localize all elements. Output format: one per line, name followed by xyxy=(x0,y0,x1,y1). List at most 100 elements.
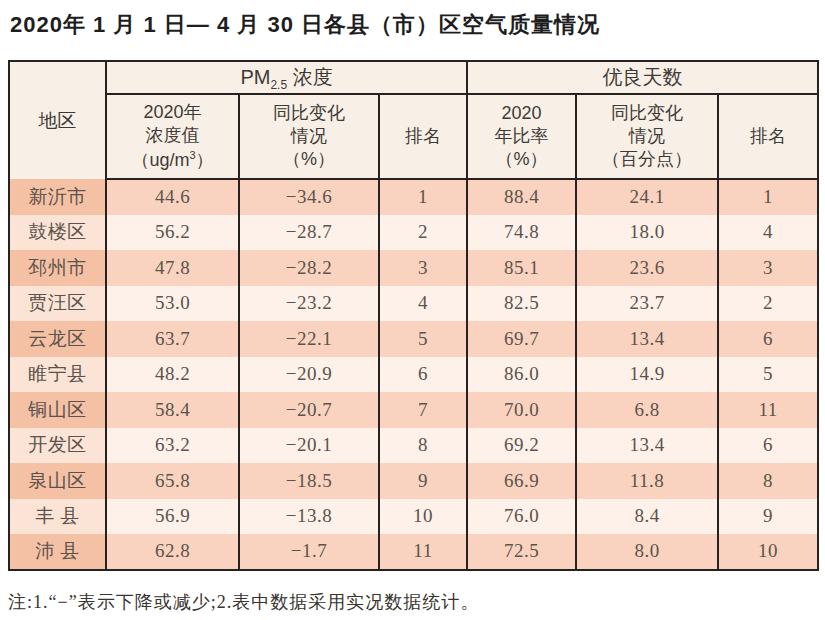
good-days-rate-cell: 88.4 xyxy=(467,179,576,215)
pm25-value-cell: 44.6 xyxy=(106,179,239,215)
pm25-rank-cell: 1 xyxy=(379,179,467,215)
pm25-change-cell: −28.7 xyxy=(239,215,379,251)
pm25-value-cell: 65.8 xyxy=(106,463,239,499)
good-days-rate-cell: 86.0 xyxy=(467,357,576,393)
good-days-rank-cell: 4 xyxy=(718,215,818,251)
good-days-rank-cell: 6 xyxy=(718,321,818,357)
region-cell: 丰 县 xyxy=(9,499,106,535)
good-days-change-cell: 14.9 xyxy=(576,357,718,393)
table-row: 邳州市47.8−28.2385.123.63 xyxy=(9,250,818,286)
pm25-rank-cell: 2 xyxy=(379,215,467,251)
good-days-rate-cell: 69.7 xyxy=(467,321,576,357)
pm25-group-suffix: 浓度 xyxy=(287,66,333,88)
header-line: 2020 xyxy=(468,102,575,125)
col-header-region: 地区 xyxy=(9,61,106,179)
header-line: 浓度值 xyxy=(107,124,238,147)
table-row: 丰 县56.9−13.81076.08.49 xyxy=(9,499,818,535)
good-days-change-cell: 18.0 xyxy=(576,215,718,251)
good-days-rate-cell: 74.8 xyxy=(467,215,576,251)
good-days-change-cell: 13.4 xyxy=(576,321,718,357)
header-line: 年比率 xyxy=(468,125,575,148)
good-days-rank-cell: 8 xyxy=(718,463,818,499)
col-group-good-days: 优良天数 xyxy=(467,61,818,94)
good-days-rank-cell: 11 xyxy=(718,392,818,428)
good-days-rank-cell: 10 xyxy=(718,534,818,570)
good-days-change-cell: 8.0 xyxy=(576,534,718,570)
pm25-value-cell: 63.2 xyxy=(106,428,239,464)
table-row: 新沂市44.6−34.6188.424.11 xyxy=(9,179,818,215)
table-row: 开发区63.2−20.1869.213.46 xyxy=(9,428,818,464)
pm25-value-cell: 62.8 xyxy=(106,534,239,570)
col-group-pm25: PM2.5 浓度 xyxy=(106,61,467,94)
pm25-rank-cell: 8 xyxy=(379,428,467,464)
pm25-change-cell: −1.7 xyxy=(239,534,379,570)
good-days-rate-cell: 76.0 xyxy=(467,499,576,535)
region-cell: 泉山区 xyxy=(9,463,106,499)
pm25-group-text: PM xyxy=(240,66,270,88)
page-title: 2020年 1 月 1 日— 4 月 30 日各县（市）区空气质量情况 xyxy=(10,10,600,40)
header-line: 同比变化 xyxy=(240,102,378,125)
good-days-rank-cell: 2 xyxy=(718,286,818,322)
pm25-value-cell: 56.9 xyxy=(106,499,239,535)
header-line: 情况 xyxy=(577,125,717,148)
table-body: 新沂市44.6−34.6188.424.11鼓楼区56.2−28.7274.81… xyxy=(9,179,818,570)
unit-prefix: （ug/m xyxy=(131,150,189,170)
good-days-change-cell: 23.7 xyxy=(576,286,718,322)
pm25-change-cell: −20.9 xyxy=(239,357,379,393)
table-row: 铜山区58.4−20.7770.06.811 xyxy=(9,392,818,428)
good-days-rate-cell: 85.1 xyxy=(467,250,576,286)
pm25-rank-cell: 7 xyxy=(379,392,467,428)
region-cell: 云龙区 xyxy=(9,321,106,357)
good-days-change-cell: 6.8 xyxy=(576,392,718,428)
table-row: 沛 县62.8−1.71172.58.010 xyxy=(9,534,818,570)
header-line: （百分点） xyxy=(577,148,717,171)
pm25-change-cell: −34.6 xyxy=(239,179,379,215)
col-header-good-days-rank: 排名 xyxy=(718,94,818,179)
region-cell: 新沂市 xyxy=(9,179,106,215)
pm25-rank-cell: 11 xyxy=(379,534,467,570)
pm25-rank-cell: 10 xyxy=(379,499,467,535)
header-line: 情况 xyxy=(240,125,378,148)
col-header-pm25-rank: 排名 xyxy=(379,94,467,179)
good-days-change-cell: 11.8 xyxy=(576,463,718,499)
pm25-change-cell: −28.2 xyxy=(239,250,379,286)
good-days-rank-cell: 5 xyxy=(718,357,818,393)
table-row: 贾汪区53.0−23.2482.523.72 xyxy=(9,286,818,322)
header-line: 同比变化 xyxy=(577,102,717,125)
header-line-unit: （ug/m3） xyxy=(107,148,238,172)
good-days-rank-cell: 1 xyxy=(718,179,818,215)
col-header-pm25-change: 同比变化 情况 （%） xyxy=(239,94,379,179)
header-line: （%） xyxy=(468,148,575,171)
region-cell: 鼓楼区 xyxy=(9,215,106,251)
region-cell: 铜山区 xyxy=(9,392,106,428)
good-days-rate-cell: 66.9 xyxy=(467,463,576,499)
good-days-change-cell: 13.4 xyxy=(576,428,718,464)
pm25-group-subscript: 2.5 xyxy=(270,78,287,92)
good-days-rate-cell: 72.5 xyxy=(467,534,576,570)
good-days-rank-cell: 3 xyxy=(718,250,818,286)
table-row: 鼓楼区56.2−28.7274.818.04 xyxy=(9,215,818,251)
good-days-change-cell: 23.6 xyxy=(576,250,718,286)
pm25-value-cell: 47.8 xyxy=(106,250,239,286)
pm25-change-cell: −20.1 xyxy=(239,428,379,464)
header-sub-row: 2020年 浓度值 （ug/m3） 同比变化 情况 （%） 排名 2020 年比… xyxy=(9,94,818,179)
pm25-change-cell: −13.8 xyxy=(239,499,379,535)
region-cell: 睢宁县 xyxy=(9,357,106,393)
good-days-rate-cell: 69.2 xyxy=(467,428,576,464)
pm25-rank-cell: 6 xyxy=(379,357,467,393)
pm25-rank-cell: 5 xyxy=(379,321,467,357)
region-cell: 贾汪区 xyxy=(9,286,106,322)
table-row: 泉山区65.8−18.5966.911.88 xyxy=(9,463,818,499)
air-quality-table: 地区 PM2.5 浓度 优良天数 2020年 浓度值 （ug/m3） 同比变化 … xyxy=(8,60,819,571)
pm25-change-cell: −23.2 xyxy=(239,286,379,322)
region-cell: 邳州市 xyxy=(9,250,106,286)
pm25-rank-cell: 4 xyxy=(379,286,467,322)
table-header: 地区 PM2.5 浓度 优良天数 2020年 浓度值 （ug/m3） 同比变化 … xyxy=(9,61,818,179)
good-days-change-cell: 24.1 xyxy=(576,179,718,215)
good-days-rate-cell: 82.5 xyxy=(467,286,576,322)
region-cell: 沛 县 xyxy=(9,534,106,570)
pm25-change-cell: −20.7 xyxy=(239,392,379,428)
pm25-value-cell: 63.7 xyxy=(106,321,239,357)
unit-suffix: ） xyxy=(196,150,214,170)
pm25-rank-cell: 9 xyxy=(379,463,467,499)
